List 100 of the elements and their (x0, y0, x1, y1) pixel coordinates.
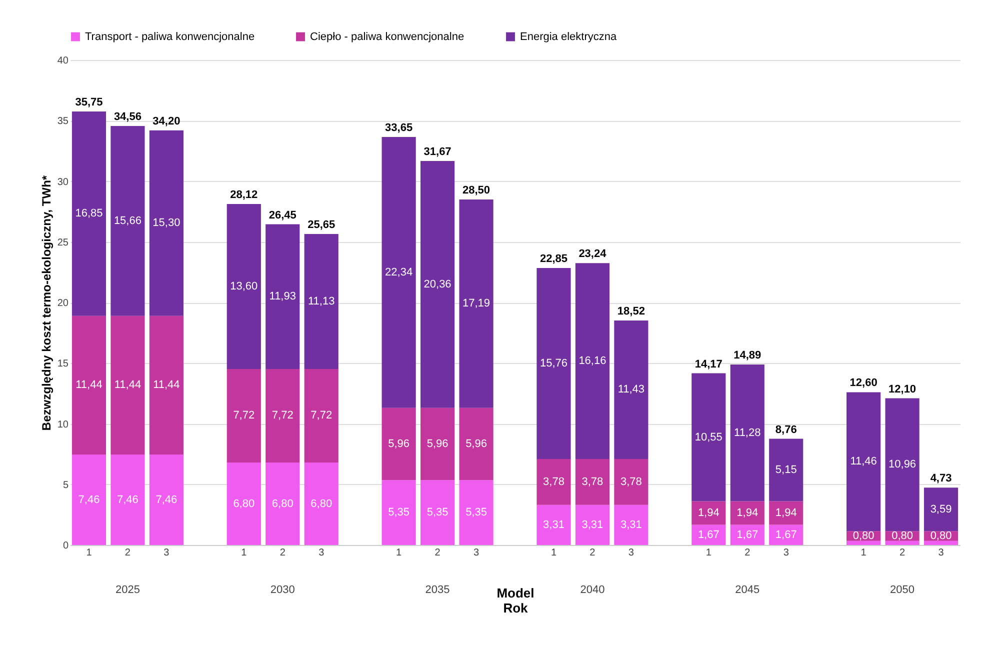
text: 2045 (735, 584, 760, 596)
text: 2040 (580, 584, 605, 596)
total-label: 28,50 (462, 184, 490, 196)
x-tick-label: 1 (860, 548, 867, 558)
data-label: 1,94 (698, 506, 720, 519)
data-label: 3,31 (543, 518, 564, 531)
y-tick-label: 25 (57, 237, 69, 248)
total-label: 35,75 (75, 96, 103, 109)
data-label: 16,16 (578, 355, 606, 368)
x-tick-label: 1 (550, 548, 557, 558)
total-label: 26,45 (268, 209, 296, 222)
data-label: 10,55 (694, 431, 722, 444)
data-label: 5,96 (466, 438, 487, 450)
data-label: 1,67 (736, 528, 758, 541)
y-tick-label: 40 (57, 56, 69, 66)
total-label: 14,17 (694, 358, 722, 370)
x-tick-label: 1 (706, 548, 712, 558)
data-label: 11,28 (734, 426, 761, 439)
data-label: 3,31 (582, 518, 604, 531)
data-label: 7,72 (310, 410, 332, 422)
data-label: 5,35 (388, 506, 410, 519)
data-label: 15,66 (114, 214, 142, 227)
data-label: 10,96 (888, 458, 916, 471)
data-label: 3,59 (930, 503, 952, 516)
text: 2035 (425, 584, 450, 596)
y-axis-title: Bezwzględny koszt termo-ekologiczny, TWh* (39, 175, 54, 431)
data-label: 15,76 (540, 357, 568, 370)
data-label: 5,15 (775, 464, 797, 476)
x-tick-label: 2 (124, 548, 131, 558)
data-label: 1,94 (775, 506, 797, 519)
x-tick-label: 3 (938, 548, 944, 558)
legend-label: Transport - paliwa konwencjonalne (85, 30, 255, 43)
text: 2050 (890, 584, 915, 596)
data-label: 7,72 (272, 410, 294, 422)
data-label: 3,78 (620, 476, 642, 488)
data-label: 17,19 (462, 298, 490, 310)
data-label: 5,96 (388, 438, 410, 450)
data-label: 1,67 (775, 528, 797, 541)
x-tick-label: 1 (241, 548, 248, 558)
x-axis-title: Model Rok (496, 586, 534, 616)
x-tick-label: 3 (783, 548, 790, 558)
data-label: 7,46 (116, 494, 138, 506)
y-tick-label: 35 (57, 116, 69, 128)
data-label: 7,46 (78, 494, 100, 506)
data-label: 0,80 (930, 530, 952, 542)
data-label: 11,43 (618, 384, 645, 396)
data-label: 6,80 (272, 498, 294, 510)
data-label: 7,72 (233, 410, 255, 422)
data-label: 22,34 (385, 266, 413, 278)
y-tick-label: 20 (57, 298, 69, 309)
x-tick-label: 3 (473, 548, 480, 558)
total-label: 12,60 (850, 377, 878, 390)
x-tick-label: 2 (900, 548, 906, 558)
data-label: 11,93 (269, 290, 296, 303)
data-label: 11,46 (850, 456, 877, 468)
data-label: 7,46 (156, 494, 178, 506)
total-label: 14,89 (734, 349, 762, 362)
data-label: 11,44 (114, 379, 142, 392)
legend-label: Ciepło - paliwa konwencjonalne (310, 30, 464, 43)
total-label: 8,76 (775, 424, 797, 436)
total-label: 28,12 (230, 189, 258, 202)
total-label: 33,65 (385, 122, 413, 134)
total-label: 25,65 (308, 218, 336, 231)
data-label: 0,80 (852, 530, 874, 542)
data-label: 1,67 (698, 528, 720, 541)
data-label: 6,80 (310, 498, 332, 510)
data-label: 11,13 (308, 295, 335, 308)
y-tick-label: 15 (57, 358, 69, 370)
total-label: 12,10 (888, 383, 916, 396)
data-label: 3,78 (543, 476, 564, 488)
text: 2025 (115, 584, 140, 596)
data-label: 3,31 (620, 518, 642, 531)
data-label: 11,44 (76, 379, 102, 392)
data-label: 5,96 (426, 438, 448, 450)
y-tick-label: 30 (57, 176, 69, 188)
data-label: 3,78 (582, 476, 604, 488)
x-tick-label: 2 (280, 548, 286, 558)
total-label: 34,20 (152, 115, 180, 128)
x-tick-label: 3 (164, 548, 170, 558)
legend-label: Energia elektryczna (520, 30, 618, 43)
x-tick-label: 3 (628, 548, 634, 558)
total-label: 22,85 (540, 252, 568, 265)
x-tick-label: 3 (318, 548, 325, 558)
x-tick-label: 1 (396, 548, 402, 558)
x-tick-label: 2 (744, 548, 751, 558)
data-label: 13,60 (230, 280, 258, 292)
total-label: 4,73 (930, 472, 952, 485)
data-label: 20,36 (424, 278, 452, 290)
data-label: 1,94 (736, 506, 758, 519)
x-tick-label: 2 (434, 548, 441, 558)
x-tick-label: 2 (590, 548, 596, 558)
data-label: 5,35 (426, 506, 448, 519)
data-label: 16,85 (75, 208, 103, 220)
data-label: 11,44 (153, 379, 180, 392)
data-label: 5,35 (466, 506, 487, 519)
total-label: 34,56 (114, 110, 142, 123)
total-label: 31,67 (424, 146, 452, 158)
x-tick-label: 1 (86, 548, 92, 558)
data-label: 15,30 (152, 217, 180, 230)
y-tick-label: 0 (62, 540, 69, 552)
